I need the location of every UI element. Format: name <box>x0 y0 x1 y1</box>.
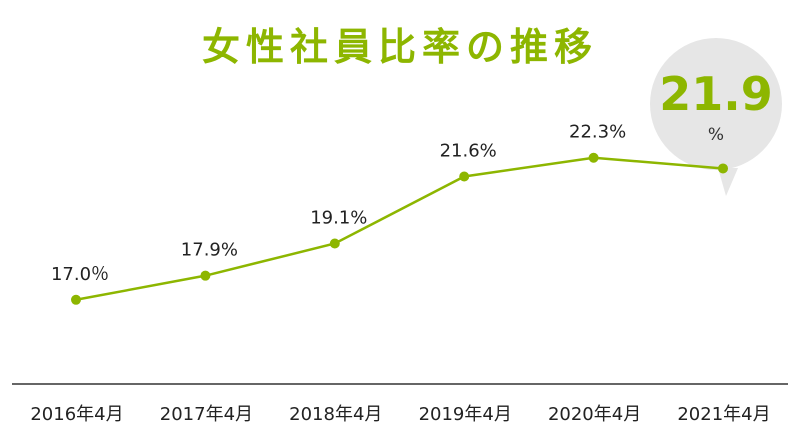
data-label: 17.9% <box>181 240 238 261</box>
data-label: 21.6% <box>440 141 497 162</box>
data-point <box>718 163 728 174</box>
data-labels: 17.0％ 17.9% 19.1% 21.6% 22.3% <box>51 122 626 285</box>
data-point <box>459 171 470 182</box>
data-label: 17.0％ <box>51 264 109 285</box>
x-tick-label: 2019年4月 <box>419 404 512 425</box>
x-tick-label: 2016年4月 <box>30 404 123 425</box>
x-tick-label: 2017年4月 <box>160 404 253 425</box>
callout-bubble: 21.9 % <box>650 38 782 196</box>
data-point <box>200 270 211 281</box>
series-group <box>71 152 728 305</box>
data-label: 19.1% <box>310 208 367 229</box>
x-tick-label: 2020年4月 <box>548 404 641 425</box>
callout-pointer <box>718 168 738 196</box>
callout-circle <box>650 38 782 170</box>
x-tick-label: 2018年4月 <box>289 404 382 425</box>
callout-value: 21.9 <box>659 67 773 121</box>
data-point <box>71 294 81 305</box>
x-tick-label: 2021年4月 <box>677 404 770 425</box>
chart-title: 女性社員比率の推移 <box>202 25 598 69</box>
data-point <box>329 238 340 249</box>
x-tick-labels: 2016年4月 2017年4月 2018年4月 2019年4月 2020年4月 2021年… <box>30 404 770 425</box>
callout-unit: % <box>708 125 724 145</box>
data-point <box>588 152 599 163</box>
data-label: 22.3% <box>569 122 626 143</box>
series-line <box>75 156 724 302</box>
